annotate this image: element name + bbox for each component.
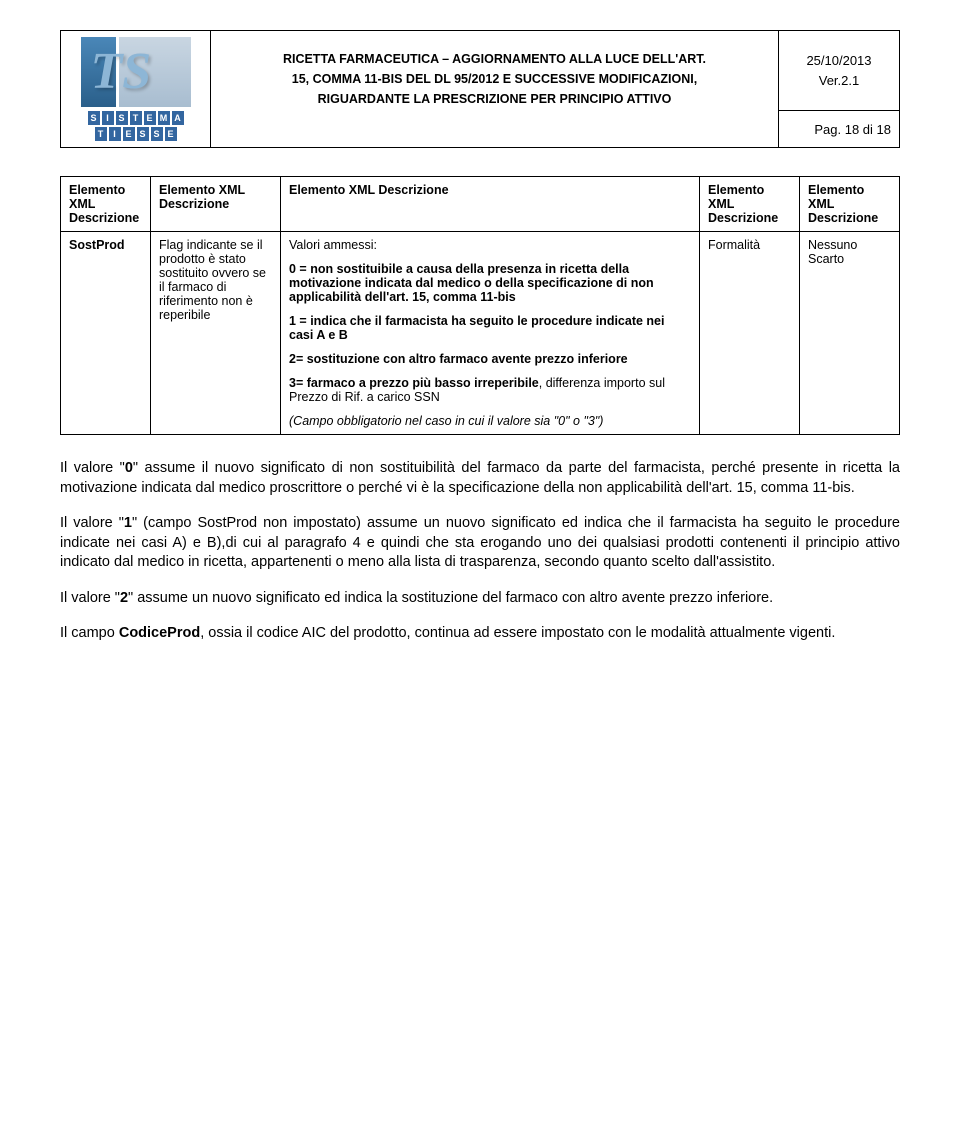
logo-letter: S (88, 111, 100, 125)
logo-letter: I (109, 127, 121, 141)
header-meta-top: 25/10/2013 Ver.2.1 (779, 31, 899, 111)
th-col1: Elemento XML Descrizione (61, 177, 151, 232)
p2c: " (campo SostProd non impostato) assume … (60, 515, 900, 570)
logo-letter: T (95, 127, 107, 141)
header-title: RICETTA FARMACEUTICA – AGGIORNAMENTO ALL… (211, 31, 779, 147)
cell-sostprod: SostProd (61, 232, 151, 435)
logo-letter: E (144, 111, 156, 125)
p2b: 1 (124, 515, 132, 531)
cell-scarto: Nessuno Scarto (800, 232, 900, 435)
logo-text-row2: T I E S S E (71, 127, 201, 141)
logo-letter: S (116, 111, 128, 125)
header-logo-cell: TS S I S T E M A T I E S S E (61, 31, 211, 147)
valori-p5: 3= farmaco a prezzo più basso irreperibi… (289, 376, 691, 404)
p4c: , ossia il codice AIC del prodotto, cont… (200, 625, 835, 641)
valori-p3: 1 = indica che il farmacista ha seguito … (289, 314, 691, 342)
para-4: Il campo CodiceProd, ossia il codice AIC… (60, 624, 900, 644)
logo-letter: S (151, 127, 163, 141)
p1a: Il valore " (60, 460, 125, 476)
valori-p2: 0 = non sostituibile a causa della prese… (289, 262, 691, 304)
title-line-1: RICETTA FARMACEUTICA – AGGIORNAMENTO ALL… (223, 49, 766, 69)
p1c: " assume il nuovo significato di non sos… (60, 460, 900, 496)
header-page-number: Pag. 18 di 18 (779, 111, 899, 147)
page-container: TS S I S T E M A T I E S S E (0, 0, 960, 700)
header-meta: 25/10/2013 Ver.2.1 Pag. 18 di 18 (779, 31, 899, 147)
p4a: Il campo (60, 625, 119, 641)
logo-letter: E (165, 127, 177, 141)
p4b: CodiceProd (119, 625, 200, 641)
th-col5: Elemento XML Descrizione (800, 177, 900, 232)
table-header-row: Elemento XML Descrizione Elemento XML De… (61, 177, 900, 232)
header-date: 25/10/2013 (806, 51, 871, 71)
logo-letter: I (102, 111, 114, 125)
valori-p6: (Campo obbligatorio nel caso in cui il v… (289, 414, 691, 428)
p3a: Il valore " (60, 590, 120, 606)
body-text: Il valore "0" assume il nuovo significat… (60, 459, 900, 644)
logo-letter: E (123, 127, 135, 141)
cell-flag-desc: Flag indicante se il prodotto è stato so… (151, 232, 281, 435)
logo-letter: T (130, 111, 142, 125)
logo-letter: A (172, 111, 184, 125)
para-3: Il valore "2" assume un nuovo significat… (60, 589, 900, 609)
header-version: Ver.2.1 (819, 71, 859, 91)
th-col3: Elemento XML Descrizione (281, 177, 700, 232)
para-1: Il valore "0" assume il nuovo significat… (60, 459, 900, 498)
th-col4: Elemento XML Descrizione (700, 177, 800, 232)
logo-ts-glyph: TS (91, 42, 152, 101)
valori-p1: Valori ammessi: (289, 238, 691, 252)
p3b: 2 (120, 590, 128, 606)
cell-valori: Valori ammessi: 0 = non sostituibile a c… (281, 232, 700, 435)
table-row: SostProd Flag indicante se il prodotto è… (61, 232, 900, 435)
spec-table: Elemento XML Descrizione Elemento XML De… (60, 176, 900, 435)
logo-graphic: TS (81, 37, 191, 107)
p1b: 0 (125, 460, 133, 476)
p3c: " assume un nuovo significato ed indica … (128, 590, 773, 606)
logo-text-row1: S I S T E M A (71, 111, 201, 125)
logo-letter: S (137, 127, 149, 141)
cell-formalita: Formalità (700, 232, 800, 435)
logo-letter: M (158, 111, 170, 125)
logo: TS S I S T E M A T I E S S E (71, 37, 201, 141)
th-col2: Elemento XML Descrizione (151, 177, 281, 232)
p2a: Il valore " (60, 515, 124, 531)
valori-p5a: 3= farmaco a prezzo più basso irreperibi… (289, 376, 539, 390)
title-line-2: 15, COMMA 11-BIS DEL DL 95/2012 E SUCCES… (223, 69, 766, 89)
document-header: TS S I S T E M A T I E S S E (60, 30, 900, 148)
title-line-3: RIGUARDANTE LA PRESCRIZIONE PER PRINCIPI… (223, 89, 766, 109)
valori-p4: 2= sostituzione con altro farmaco avente… (289, 352, 691, 366)
para-2: Il valore "1" (campo SostProd non impost… (60, 514, 900, 573)
